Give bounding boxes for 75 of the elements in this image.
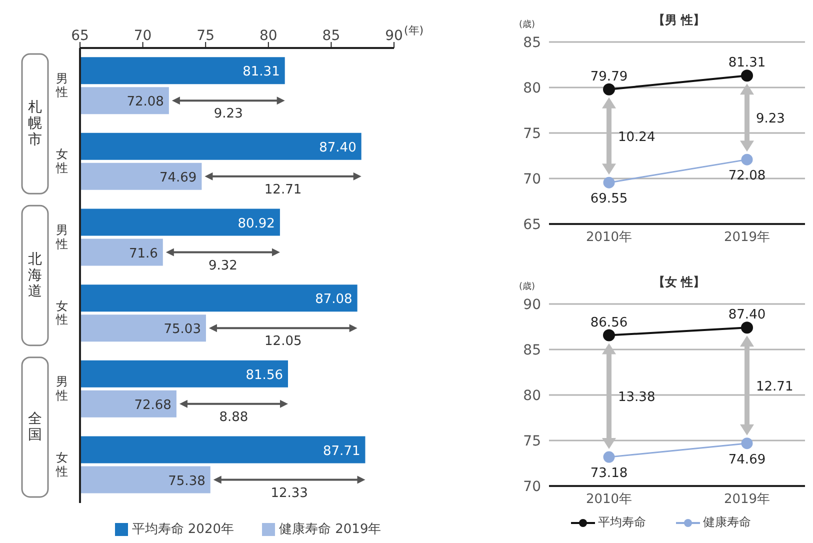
y-tick-label: 75 bbox=[523, 433, 541, 450]
annotation: 12.33 bbox=[270, 486, 308, 501]
annotation: 12.71 bbox=[756, 379, 794, 394]
data-label: 72.68 bbox=[134, 398, 172, 413]
data-label: 81.56 bbox=[246, 368, 283, 383]
data-label: 69.55 bbox=[590, 192, 628, 207]
x-tick-label: 75 bbox=[196, 28, 215, 44]
data-label: 71.6 bbox=[128, 246, 158, 262]
annotation: 9.32 bbox=[208, 258, 238, 274]
legend-label: 平均寿命 2020年 bbox=[132, 521, 234, 538]
legend-label: 平均寿命 bbox=[598, 514, 646, 531]
y-tick-label: 70 bbox=[523, 478, 541, 495]
text: 北海道 bbox=[28, 251, 42, 300]
point bbox=[603, 329, 615, 342]
data-label: 81.31 bbox=[242, 64, 280, 80]
chart-title: 【女 性】 bbox=[652, 274, 706, 291]
point bbox=[741, 154, 753, 166]
annotation: 8.88 bbox=[219, 410, 248, 425]
chart-title: 【男 性】 bbox=[652, 12, 706, 29]
x-tick-label: 80 bbox=[259, 28, 278, 44]
y-tick-label: 85 bbox=[523, 342, 541, 358]
data-label: 81.31 bbox=[728, 56, 766, 71]
x-tick-label: 70 bbox=[134, 28, 152, 44]
x-tick-label: 2010年 bbox=[586, 492, 632, 508]
data-label: 75.38 bbox=[168, 474, 206, 489]
x-tick-label: 2010年 bbox=[586, 230, 632, 246]
y-tick-label: 80 bbox=[523, 388, 541, 404]
x-tick-label: 85 bbox=[322, 28, 340, 44]
x-axis-title: (年) bbox=[404, 24, 424, 37]
text: 全国 bbox=[28, 410, 42, 444]
point bbox=[741, 322, 753, 334]
y-tick-label: 75 bbox=[523, 126, 541, 142]
data-label: 74.69 bbox=[159, 170, 197, 186]
point bbox=[741, 70, 753, 82]
text: 札幌市 bbox=[28, 100, 42, 148]
annotation: 9.23 bbox=[214, 106, 243, 122]
annotation: 9.23 bbox=[756, 112, 785, 127]
data-label: 74.69 bbox=[728, 452, 766, 468]
legend-label: 健康寿命 2019年 bbox=[279, 521, 382, 538]
data-label: 73.18 bbox=[590, 466, 628, 482]
y-tick-label: 70 bbox=[523, 171, 541, 188]
data-label: 75.03 bbox=[164, 322, 201, 338]
legend-label: 健康寿命 bbox=[703, 514, 751, 531]
y-tick-label: 女性 bbox=[55, 147, 68, 175]
point bbox=[603, 83, 615, 96]
point bbox=[603, 451, 615, 463]
data-label: 86.56 bbox=[590, 315, 628, 330]
y-tick-label: 女性 bbox=[55, 450, 68, 478]
point bbox=[741, 438, 753, 450]
y-tick-label: 80 bbox=[523, 80, 541, 96]
data-label: 87.08 bbox=[315, 292, 352, 308]
y-tick-label: 男性 bbox=[55, 222, 68, 251]
data-label: 79.79 bbox=[590, 69, 628, 84]
y-axis-title: (歳) bbox=[519, 18, 536, 31]
x-tick-label: 2019年 bbox=[724, 492, 770, 508]
data-label: 80.92 bbox=[238, 216, 275, 232]
y-tick-label: 女性 bbox=[55, 298, 68, 327]
x-tick-label: 2019年 bbox=[724, 230, 770, 246]
data-label: 87.40 bbox=[319, 140, 356, 156]
annotation: 13.38 bbox=[618, 390, 656, 406]
data-label: 87.40 bbox=[728, 308, 766, 323]
x-tick-label: 90 bbox=[385, 28, 403, 44]
annotation: 12.05 bbox=[264, 334, 302, 350]
y-tick-label: 65 bbox=[523, 216, 541, 233]
data-label: 72.08 bbox=[728, 168, 766, 184]
annotation: 10.24 bbox=[618, 130, 656, 146]
y-tick-label: 男性 bbox=[55, 374, 68, 402]
y-axis-title: (歳) bbox=[519, 280, 536, 293]
x-tick-label: 65 bbox=[71, 28, 89, 44]
annotation: 12.71 bbox=[264, 182, 302, 198]
data-label: 72.08 bbox=[126, 94, 164, 110]
point bbox=[603, 176, 615, 188]
y-tick-label: 男性 bbox=[55, 71, 68, 100]
y-tick-label: 90 bbox=[523, 296, 541, 313]
data-label: 87.71 bbox=[323, 444, 360, 459]
